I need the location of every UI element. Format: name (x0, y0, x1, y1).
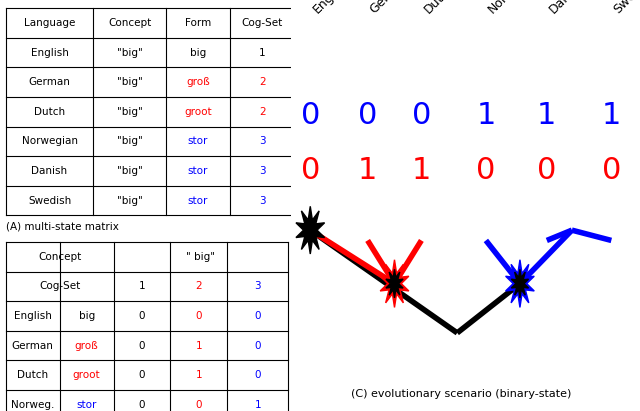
Text: 0: 0 (139, 400, 145, 410)
Text: 0: 0 (537, 156, 557, 185)
Text: 2: 2 (259, 107, 266, 117)
Text: Dutch: Dutch (17, 370, 49, 380)
Text: 1: 1 (476, 101, 495, 129)
Text: 1: 1 (259, 48, 266, 58)
Text: stor: stor (76, 400, 97, 410)
Text: (A) multi-state matrix: (A) multi-state matrix (6, 222, 118, 231)
Text: Norwegian: Norwegian (486, 0, 543, 16)
Text: Concept: Concept (38, 252, 81, 262)
Text: Dutch: Dutch (34, 107, 65, 117)
Polygon shape (386, 269, 403, 298)
Text: stor: stor (188, 196, 208, 206)
Text: (C) evolutionary scenario (binary-state): (C) evolutionary scenario (binary-state) (351, 389, 571, 399)
Text: groot: groot (184, 107, 212, 117)
Text: "big": "big" (116, 196, 143, 206)
Text: English: English (31, 48, 68, 58)
Text: groß: groß (75, 341, 99, 351)
Text: Swedish: Swedish (28, 196, 71, 206)
Text: 3: 3 (259, 196, 266, 206)
Text: "big": "big" (116, 107, 143, 117)
Text: 1: 1 (139, 282, 145, 291)
Text: Norwegian: Norwegian (22, 136, 77, 146)
Text: 3: 3 (259, 166, 266, 176)
Text: Concept: Concept (108, 18, 151, 28)
Text: Dutch: Dutch (421, 0, 457, 16)
Text: 1: 1 (195, 341, 202, 351)
Text: 1: 1 (254, 400, 261, 410)
Text: 0: 0 (195, 400, 202, 410)
Text: Swedish: Swedish (611, 0, 640, 16)
Text: 3: 3 (259, 136, 266, 146)
Text: 0: 0 (602, 156, 621, 185)
Text: German: German (367, 0, 412, 16)
Polygon shape (296, 206, 324, 254)
Text: " big": " big" (186, 252, 216, 262)
Text: 0: 0 (301, 101, 320, 129)
Text: Language: Language (24, 18, 75, 28)
Text: 0: 0 (255, 370, 261, 380)
Text: 0: 0 (412, 101, 431, 129)
Text: 0: 0 (476, 156, 495, 185)
Text: groß: groß (186, 77, 210, 87)
Text: German: German (29, 77, 70, 87)
Text: 0: 0 (139, 341, 145, 351)
Text: "big": "big" (116, 77, 143, 87)
Text: 3: 3 (254, 282, 261, 291)
Text: 0: 0 (255, 311, 261, 321)
Text: 0: 0 (255, 341, 261, 351)
Text: Danish: Danish (547, 0, 586, 16)
Text: 0: 0 (358, 101, 378, 129)
Polygon shape (511, 269, 529, 298)
Text: "big": "big" (116, 136, 143, 146)
Text: big: big (190, 48, 206, 58)
Text: English: English (14, 311, 52, 321)
Text: 2: 2 (259, 77, 266, 87)
Text: stor: stor (188, 136, 208, 146)
Text: 1: 1 (602, 101, 621, 129)
Text: Danish: Danish (31, 166, 68, 176)
Polygon shape (506, 260, 534, 307)
Text: groot: groot (73, 370, 100, 380)
Text: English: English (310, 0, 351, 16)
Polygon shape (380, 260, 409, 307)
Text: Cog-Set: Cog-Set (241, 18, 283, 28)
Polygon shape (301, 216, 319, 245)
Text: 0: 0 (195, 311, 202, 321)
Text: Cog-Set: Cog-Set (39, 282, 81, 291)
Text: big: big (79, 311, 95, 321)
Text: "big": "big" (116, 166, 143, 176)
Text: stor: stor (188, 166, 208, 176)
Text: 0: 0 (301, 156, 320, 185)
Text: 0: 0 (139, 311, 145, 321)
Text: 1: 1 (412, 156, 431, 185)
Text: Norweg.: Norweg. (11, 400, 54, 410)
Text: 2: 2 (195, 282, 202, 291)
Text: "big": "big" (116, 48, 143, 58)
Text: Form: Form (185, 18, 211, 28)
Text: 1: 1 (195, 370, 202, 380)
Text: German: German (12, 341, 54, 351)
Text: 1: 1 (358, 156, 378, 185)
Text: 1: 1 (537, 101, 557, 129)
Text: 0: 0 (139, 370, 145, 380)
